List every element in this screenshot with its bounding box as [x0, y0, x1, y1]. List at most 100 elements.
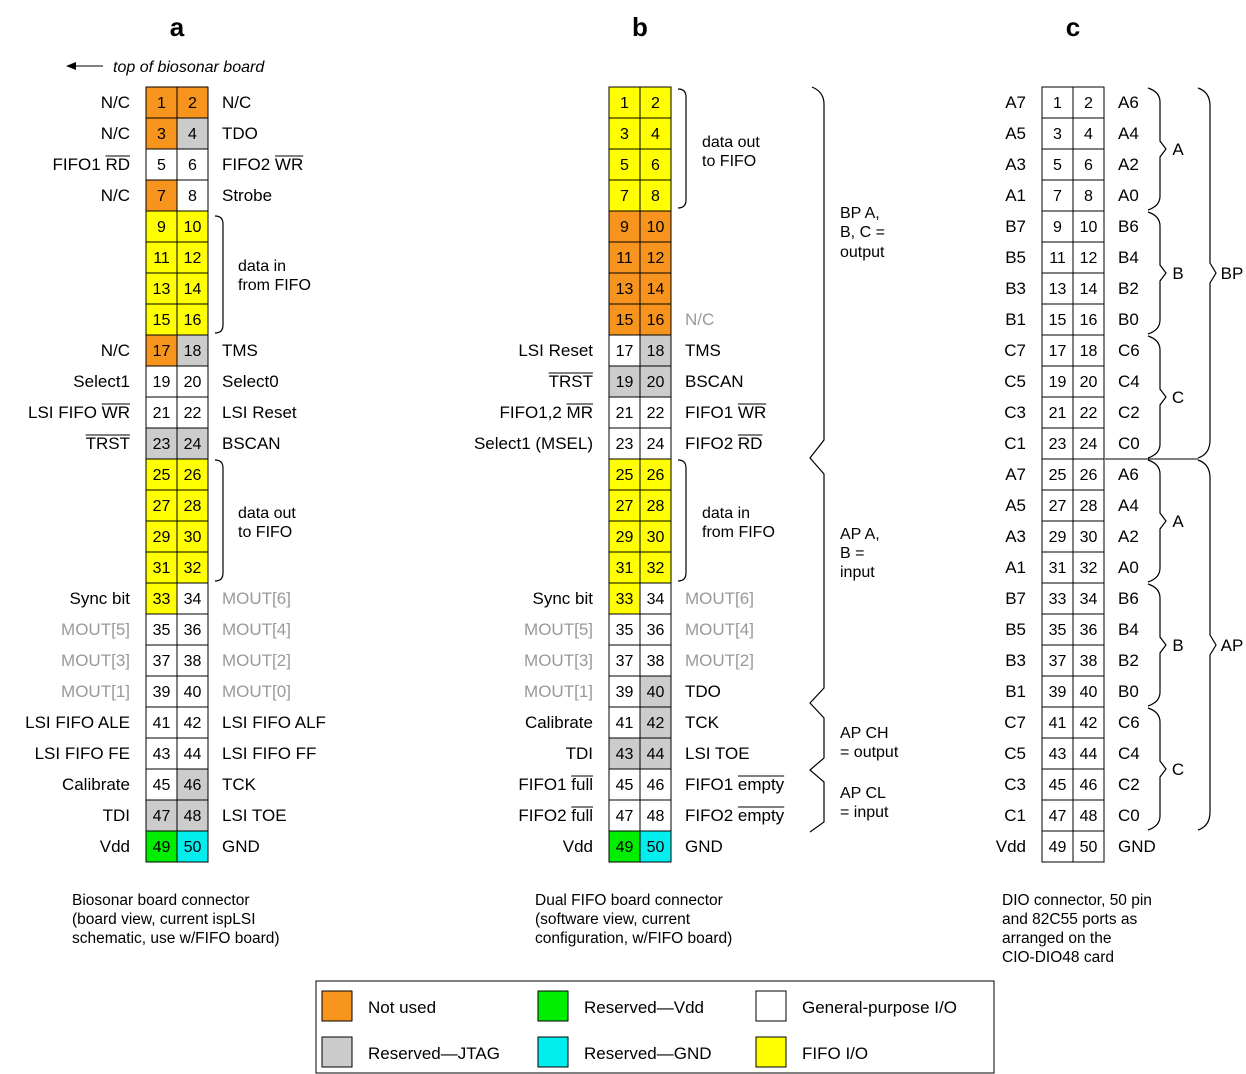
section-b-0-line-2: output: [840, 244, 885, 261]
pin-number-c-29: 29: [1049, 529, 1067, 546]
pin-label-b-41: Calibrate: [525, 713, 593, 732]
pin-number-b-40: 40: [647, 684, 665, 701]
pin-number-b-48: 48: [647, 808, 665, 825]
pin-cell-b-6: [639, 148, 672, 181]
pin-cell-a-1: [145, 86, 178, 119]
pin-cell-a-46: [176, 768, 209, 801]
pin-number-c-49: 49: [1049, 839, 1067, 856]
pin-label-c-42: C6: [1118, 713, 1140, 732]
pin-cell-b-9: [608, 210, 641, 243]
pin-cell-a-20: [176, 365, 209, 398]
pin-label-c-22: C2: [1118, 403, 1140, 422]
panel-heading-c: c: [1066, 12, 1080, 42]
pin-cell-b-39: [608, 675, 641, 708]
pin-number-c-11: 11: [1049, 250, 1066, 267]
pin-number-c-3: 3: [1053, 126, 1062, 143]
pin-cell-c-4: [1072, 117, 1105, 150]
pin-number-c-50: 50: [1080, 839, 1098, 856]
pin-number-a-9: 9: [157, 219, 166, 236]
section-b-0-line-0: BP A,: [840, 205, 880, 222]
pin-cell-c-45: [1041, 768, 1074, 801]
pin-label-a-1: N/C: [101, 93, 130, 112]
pin-label-c-39: B1: [1005, 682, 1026, 701]
section-b-0-line-1: B, C =: [840, 224, 885, 241]
pin-cell-c-49: [1041, 830, 1074, 863]
pin-cell-b-22: [639, 396, 672, 429]
pin-cell-a-6: [176, 148, 209, 181]
pin-number-c-17: 17: [1049, 343, 1067, 360]
pin-number-b-31: 31: [616, 560, 634, 577]
pin-number-c-23: 23: [1049, 436, 1067, 453]
pin-number-c-10: 10: [1080, 219, 1098, 236]
pin-cell-b-32: [639, 551, 672, 584]
pin-cell-a-2: [176, 86, 209, 119]
pin-number-c-7: 7: [1053, 188, 1062, 205]
pin-cell-a-16: [176, 303, 209, 336]
pin-label-a-8: Strobe: [222, 186, 272, 205]
brace-c-port-2: [1147, 335, 1167, 459]
pin-number-a-10: 10: [184, 219, 202, 236]
top-note-arrowhead: [66, 62, 76, 70]
pin-number-c-40: 40: [1080, 684, 1098, 701]
section-b-3-line-1: = input: [840, 804, 889, 821]
pin-number-b-1: 1: [620, 95, 629, 112]
brace-c-port-1: [1147, 211, 1167, 335]
pin-cell-c-21: [1041, 396, 1074, 429]
pin-number-b-45: 45: [616, 777, 634, 794]
brace-c-big-1: [1197, 459, 1217, 831]
legend-box: [315, 980, 995, 1074]
pin-cell-c-22: [1072, 396, 1105, 429]
pin-cells: [145, 86, 1105, 1074]
pin-label-c-30: A2: [1118, 527, 1139, 546]
pin-number-a-19: 19: [153, 374, 171, 391]
pin-number-c-21: 21: [1049, 405, 1067, 422]
pin-number-b-15: 15: [616, 312, 634, 329]
pin-number-b-34: 34: [647, 591, 665, 608]
pin-cell-b-2: [639, 86, 672, 119]
pin-number-a-40: 40: [184, 684, 202, 701]
pin-label-c-36: B4: [1118, 620, 1139, 639]
pin-label-b-44: LSI TOE: [685, 744, 750, 763]
pin-label-c-50: GND: [1118, 837, 1156, 856]
section-b-2-line-0: AP CH: [840, 725, 889, 742]
pin-number-a-8: 8: [188, 188, 197, 205]
pin-number-c-39: 39: [1049, 684, 1067, 701]
caption-a-1: (board view, current ispLSI: [72, 911, 256, 928]
pin-number-a-20: 20: [184, 374, 202, 391]
port-label-1: B: [1172, 264, 1183, 283]
pin-number-c-34: 34: [1080, 591, 1098, 608]
pin-number-b-32: 32: [647, 560, 665, 577]
pin-number-c-37: 37: [1049, 653, 1067, 670]
port-label-3: A: [1172, 512, 1184, 531]
top-note: top of biosonar board: [113, 59, 265, 76]
pin-number-b-4: 4: [651, 126, 660, 143]
pin-number-c-48: 48: [1080, 808, 1098, 825]
pin-number-b-18: 18: [647, 343, 665, 360]
pin-number-c-1: 1: [1053, 95, 1062, 112]
pin-cell-c-15: [1041, 303, 1074, 336]
pin-cell-b-35: [608, 613, 641, 646]
pin-label-c-32: A0: [1118, 558, 1139, 577]
legend-swatch-3: [321, 1036, 353, 1068]
pin-label-c-20: C4: [1118, 372, 1140, 391]
pin-number-a-45: 45: [153, 777, 171, 794]
pin-cell-b-5: [608, 148, 641, 181]
pin-number-b-44: 44: [647, 746, 665, 763]
pin-number-b-28: 28: [647, 498, 665, 515]
group-a-1-line-1: from FIFO: [238, 277, 311, 294]
big-port-label-1: AP: [1221, 636, 1244, 655]
pin-number-c-46: 46: [1080, 777, 1098, 794]
pin-label-c-49: Vdd: [996, 837, 1026, 856]
panel-heading-a: a: [170, 12, 185, 42]
pin-number-a-7: 7: [157, 188, 166, 205]
pin-number-c-12: 12: [1080, 250, 1098, 267]
pin-cell-a-29: [145, 520, 178, 553]
pin-cell-b-19: [608, 365, 641, 398]
port-label-0: A: [1172, 140, 1184, 159]
pin-cell-b-48: [639, 799, 672, 832]
pin-cell-a-30: [176, 520, 209, 553]
pin-cell-c-20: [1072, 365, 1105, 398]
pin-cell-b-17: [608, 334, 641, 367]
pin-label-a-6: FIFO2 WR: [222, 155, 303, 174]
